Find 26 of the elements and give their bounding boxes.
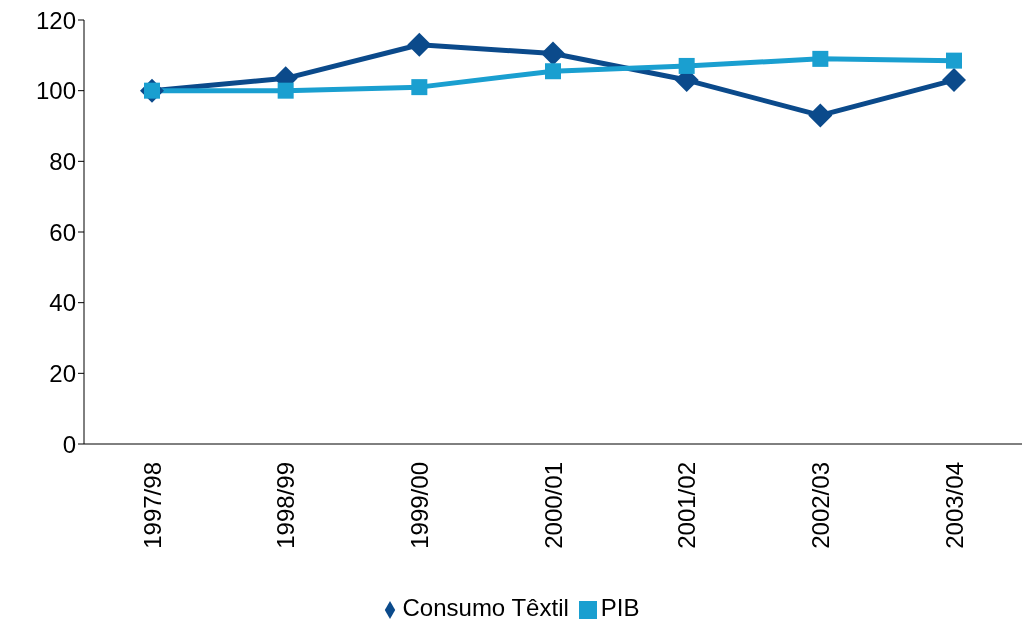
y-tick-label: 80 bbox=[49, 147, 76, 175]
y-tick-label: 20 bbox=[49, 359, 76, 387]
point bbox=[812, 50, 829, 67]
x-tick-label: 2002/03 bbox=[806, 462, 834, 549]
y-tick-label: 0 bbox=[62, 430, 76, 458]
point bbox=[277, 82, 294, 99]
y-tick-label: 100 bbox=[35, 77, 76, 105]
x-tick-label: 1997/98 bbox=[138, 462, 166, 549]
point bbox=[541, 41, 565, 66]
y-tick-label: 120 bbox=[35, 6, 76, 34]
y-tick-label: 40 bbox=[49, 289, 76, 317]
legend-label: Consumo Têxtil bbox=[402, 594, 569, 621]
point bbox=[407, 32, 432, 57]
point bbox=[808, 103, 833, 128]
point bbox=[545, 63, 561, 80]
x-tick-label: 1999/00 bbox=[405, 462, 433, 549]
x-tick-label: 2001/02 bbox=[673, 462, 701, 549]
y-tick-label: 60 bbox=[49, 218, 76, 246]
legend-label: PIB bbox=[600, 594, 640, 621]
x-tick-label: 2000/01 bbox=[539, 462, 567, 549]
point bbox=[678, 57, 695, 74]
x-tick-label: 1998/99 bbox=[272, 462, 300, 549]
x-tick-label: 2003/04 bbox=[940, 462, 968, 549]
point bbox=[942, 68, 966, 93]
point bbox=[946, 52, 962, 69]
point bbox=[411, 79, 428, 96]
